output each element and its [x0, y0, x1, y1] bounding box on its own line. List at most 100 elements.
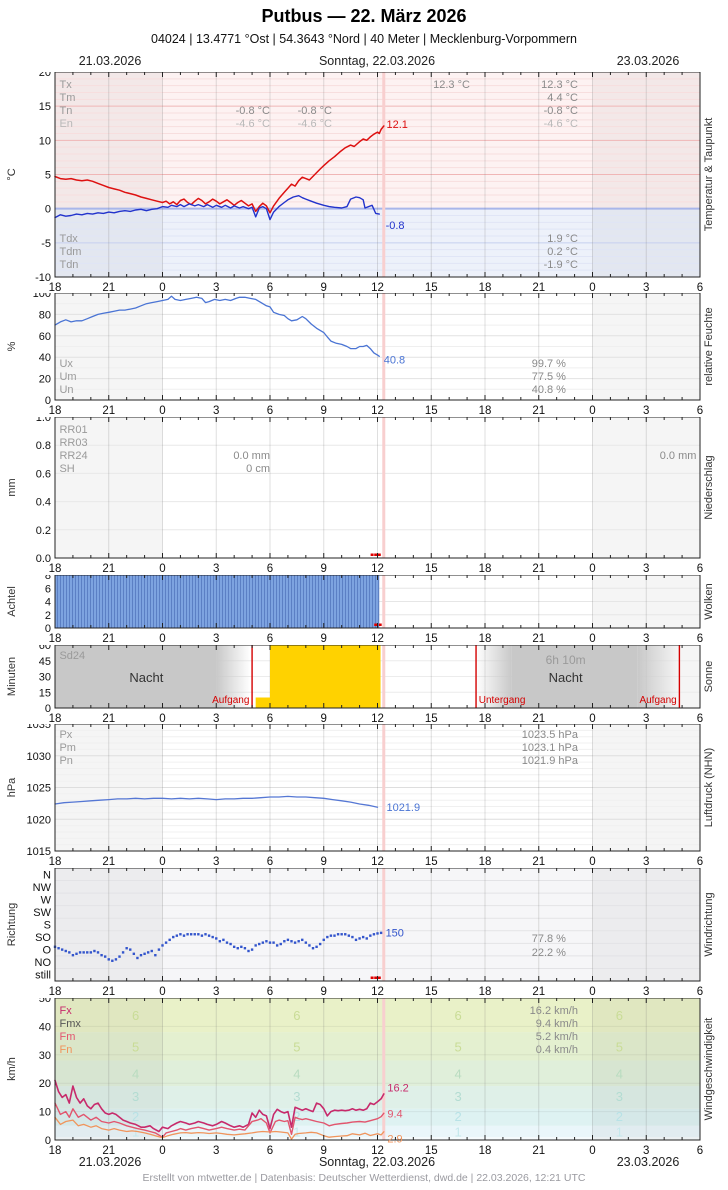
x-tick-label: 6: [697, 856, 703, 868]
x-tick-label: 6: [267, 856, 273, 868]
y-tick-label: 10: [39, 135, 51, 147]
wind_direction-point: [125, 947, 128, 950]
x-tick-label: 21: [532, 633, 545, 645]
x-tick-label: 21: [102, 282, 115, 294]
wind_direction-point: [240, 945, 243, 949]
sun-stat-text: Nacht: [549, 670, 583, 685]
wind_speed-stat-text: 16.2: [387, 1082, 408, 1094]
x-tick-label: 0: [589, 856, 595, 868]
x-tick-label: 15: [425, 282, 438, 294]
y-tick-label: -5: [41, 238, 51, 250]
y-tick-label: 0.0: [36, 553, 51, 565]
wind_speed-stat-text: Fm: [59, 1031, 75, 1043]
temperature-stat-text: -0.8: [386, 220, 405, 232]
x-tick-label: 12: [371, 563, 384, 575]
sunshine-bar: [255, 697, 270, 708]
beaufort-scale-label: 1: [132, 1124, 139, 1139]
beaufort-scale-label: 3: [132, 1089, 139, 1104]
wind_direction-point: [118, 955, 121, 958]
wind_direction-point: [168, 938, 171, 942]
wind_direction-point: [286, 938, 290, 942]
wind_direction-point: [146, 951, 150, 954]
wind_direction-point: [329, 934, 333, 937]
y-tick-label: S: [44, 920, 51, 932]
humidity-panel: 0 20 40 60 80 100 18 21 0 3 6 9 12 15 18 21 0 3 6% relative…: [6, 293, 715, 417]
wind_direction-point: [301, 938, 304, 942]
wind_direction-point: [322, 938, 325, 942]
wind_direction-point: [361, 935, 365, 939]
x-tick-label: 21: [532, 563, 545, 575]
wind_direction-point: [200, 934, 204, 937]
wind_direction-point: [369, 934, 372, 937]
date-row-top: 21.03.2026 Sonntag, 22.03.2026 23.03.202…: [0, 54, 728, 69]
wind_direction-point: [290, 940, 293, 943]
y-tick-label: 0.6: [36, 468, 51, 480]
x-tick-label: 21: [102, 713, 115, 725]
x-tick-label: 3: [643, 405, 649, 417]
beaufort-scale-label: 2: [455, 1109, 462, 1124]
pressure-stat-text: Pm: [59, 742, 76, 754]
beaufort-scale-label: 5: [293, 1039, 300, 1054]
wind_speed-series-Fm: [54, 1102, 385, 1138]
wind_direction-point: [64, 949, 67, 953]
pressure-series-Luftdruck: [54, 795, 379, 808]
y-tick-label: 0: [45, 1135, 51, 1147]
precipitation-stat-text: 0.0 mm: [233, 450, 270, 462]
temperature-stat-text: 12.1: [386, 119, 407, 131]
wind_direction-point: [308, 944, 311, 947]
wind_direction-point: [379, 931, 383, 935]
wind_direction-point: [215, 937, 218, 940]
wind_direction-point: [93, 949, 96, 953]
y-tick-label: 100: [33, 293, 51, 300]
y-tick-label: 10: [39, 1107, 51, 1119]
x-tick-label: 6: [267, 282, 273, 294]
beaufort-scale-label: 4: [132, 1066, 139, 1081]
wind_direction-point: [247, 949, 250, 953]
wind_direction-point: [279, 942, 282, 946]
wind_direction-point: [60, 948, 64, 951]
x-tick-label: 3: [643, 713, 649, 725]
x-tick-label: 15: [425, 633, 438, 645]
wind_direction-point: [129, 948, 132, 951]
x-tick-label: 0: [589, 986, 595, 998]
y-tick-label: NO: [35, 957, 52, 969]
pressure-stat-text: 1021.9: [386, 802, 420, 814]
x-tick-label: 21: [532, 282, 545, 294]
temperature-stat-text: -0.8 °C: [298, 105, 332, 117]
temperature-stat-text: 0.2 °C: [547, 246, 578, 258]
axis-title-right: Wolken: [703, 583, 715, 619]
precipitation-stat-text: RR01: [59, 424, 87, 436]
x-tick-label: 21: [102, 986, 115, 998]
x-tick-label: 15: [425, 986, 438, 998]
temperature-stat-text: -0.8 °C: [544, 105, 578, 117]
y-tick-label: 8: [45, 575, 51, 582]
wind_speed-stat-text: 0.4 km/h: [536, 1044, 578, 1056]
y-tick-label: 50: [39, 998, 51, 1005]
date-row-bottom: 21.03.2026 Sonntag, 22.03.2026 23.03.202…: [0, 1155, 728, 1170]
wind_direction-point: [132, 952, 136, 955]
wind_speed-stat-text: 2.9: [387, 1133, 402, 1145]
wind_direction-point: [354, 938, 358, 942]
temperature-stat-text: -4.6 °C: [236, 118, 270, 130]
axis-title-right: Luftdruck (NHN): [703, 748, 715, 827]
beaufort-scale-label: 2: [132, 1109, 139, 1124]
axis-title-left: Minuten: [6, 657, 18, 696]
x-tick-label: 0: [159, 856, 165, 868]
x-tick-label: 3: [213, 856, 219, 868]
temperature-stat-text: Tdx: [59, 233, 78, 245]
humidity-stat-text: 40.8: [384, 354, 405, 366]
temperature-series-Temperatur: [54, 125, 385, 214]
humidity-stat-text: Ux: [59, 358, 73, 370]
x-tick-label: 6: [267, 986, 273, 998]
wind_direction-point: [53, 945, 57, 949]
wind_direction-stat-text: 77.8 %: [532, 933, 566, 945]
x-tick-label: 6: [697, 633, 703, 645]
wind_direction-point: [103, 955, 107, 958]
x-tick-label: 6: [267, 563, 273, 575]
x-tick-label: 0: [589, 282, 595, 294]
wind_direction-point: [243, 947, 247, 950]
y-tick-label: still: [35, 970, 51, 982]
temperature-stat-text: -4.6 °C: [544, 118, 578, 130]
